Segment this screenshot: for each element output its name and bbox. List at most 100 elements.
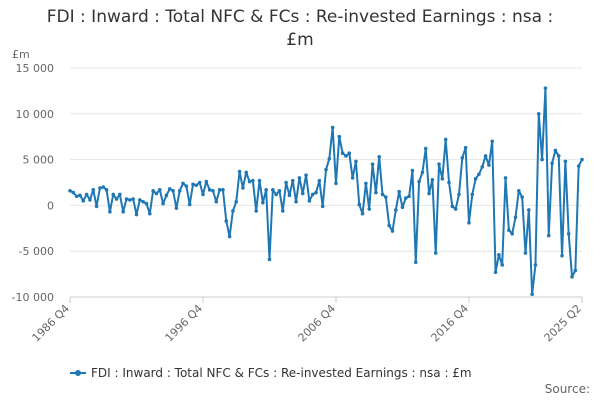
data-point — [310, 192, 315, 197]
data-point — [420, 170, 425, 175]
data-point — [181, 181, 185, 186]
data-point — [543, 86, 548, 90]
legend-line-marker-icon — [70, 368, 86, 378]
y-tick-label: 0 — [47, 199, 54, 212]
y-tick-label: -5 000 — [19, 245, 54, 258]
data-point — [141, 199, 145, 204]
y-tick-label: -10 000 — [12, 291, 54, 304]
data-point — [533, 263, 538, 267]
data-point — [546, 233, 551, 238]
data-point — [131, 197, 135, 201]
data-point — [307, 199, 312, 203]
data-point — [437, 162, 441, 166]
chart-title-line-2: £m — [286, 30, 314, 50]
data-point — [121, 210, 125, 214]
data-point — [287, 193, 292, 198]
data-point — [457, 192, 461, 197]
data-point — [480, 165, 485, 169]
data-point — [410, 168, 415, 173]
data-point — [553, 148, 558, 153]
data-point — [497, 253, 501, 257]
data-point — [300, 191, 305, 196]
data-point — [294, 199, 298, 204]
legend-item[interactable]: FDI : Inward : Total NFC & FCs : Re-inve… — [70, 366, 472, 380]
data-point — [257, 178, 262, 183]
data-point — [118, 192, 122, 197]
data-point — [520, 195, 524, 199]
data-point — [134, 212, 139, 217]
data-point — [194, 183, 199, 188]
data-point — [440, 177, 445, 181]
data-point — [324, 167, 328, 172]
data-point — [394, 208, 398, 212]
data-point — [277, 188, 282, 193]
data-point — [241, 186, 245, 190]
data-point — [84, 192, 89, 197]
legend-label: FDI : Inward : Total NFC & FCs : Re-inve… — [91, 366, 472, 380]
data-point — [191, 182, 195, 187]
data-point — [377, 155, 381, 159]
data-point — [267, 257, 272, 262]
data-point — [530, 292, 534, 297]
data-point — [540, 157, 544, 162]
data-point — [201, 192, 205, 197]
data-point — [390, 229, 395, 233]
data-point — [407, 194, 411, 199]
data-point — [334, 181, 338, 186]
data-point — [221, 188, 225, 192]
data-point — [327, 156, 332, 161]
data-point — [231, 209, 235, 213]
data-point — [167, 187, 172, 191]
data-point — [290, 178, 295, 183]
axis-layer — [69, 296, 583, 303]
chart-title: FDI : Inward : Total NFC & FCs : Re-inve… — [0, 6, 600, 52]
data-point — [467, 221, 471, 225]
data-point — [304, 173, 308, 177]
data-point — [284, 180, 288, 185]
y-unit-label: £m — [12, 48, 30, 61]
data-point — [470, 192, 475, 197]
data-point — [517, 188, 521, 193]
data-point — [108, 210, 112, 214]
data-point — [354, 159, 358, 164]
data-point — [161, 201, 165, 206]
data-point — [507, 228, 511, 232]
data-point — [154, 191, 159, 196]
data-point — [433, 251, 438, 255]
data-point — [151, 188, 155, 193]
data-point — [374, 190, 378, 195]
x-tick-label: 1996 Q4 — [163, 302, 206, 345]
data-point — [364, 181, 368, 186]
x-tick-label: 2016 Q4 — [429, 302, 472, 345]
data-point — [463, 145, 468, 150]
data-point — [417, 179, 421, 184]
data-point — [94, 204, 99, 209]
data-point — [423, 146, 428, 151]
data-point — [350, 176, 355, 180]
data-point — [251, 178, 255, 183]
data-point — [81, 199, 86, 203]
data-point — [224, 219, 229, 223]
x-tick-labels: 1986 Q4 1996 Q4 2006 Q4 2016 Q4 2025 Q2 — [30, 302, 585, 345]
x-tick-label: 1986 Q4 — [30, 302, 73, 345]
x-tick-label: 2025 Q2 — [542, 302, 585, 345]
chart-title-line-1: FDI : Inward : Total NFC & FCs : Re-inve… — [46, 7, 554, 27]
data-point — [157, 188, 162, 192]
data-point — [556, 154, 561, 158]
data-point — [91, 188, 96, 192]
data-point — [187, 202, 192, 207]
data-point — [347, 151, 352, 155]
data-point — [367, 207, 372, 211]
data-point — [217, 188, 222, 192]
data-point — [560, 253, 564, 258]
series-layer — [68, 86, 584, 297]
data-point — [510, 232, 514, 236]
data-point — [400, 205, 405, 210]
data-point — [573, 268, 578, 273]
data-point — [397, 189, 401, 194]
data-point — [370, 162, 375, 166]
x-tick-label: 2006 Q4 — [296, 302, 339, 345]
data-point — [184, 184, 189, 188]
data-point — [98, 186, 102, 190]
data-point — [138, 198, 142, 202]
